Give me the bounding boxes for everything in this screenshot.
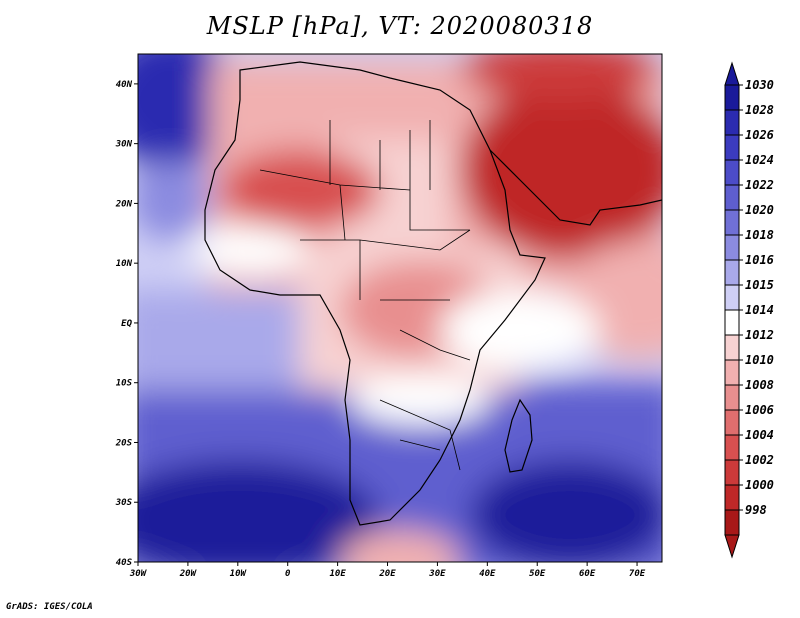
colorbar-swatch	[724, 209, 740, 236]
colorbar-swatch	[724, 109, 740, 136]
lat-tick-label: 10S	[116, 379, 133, 389]
lat-tick-label: 10N	[116, 259, 133, 269]
colorbar-label: 1030	[745, 78, 774, 92]
colorbar-swatch	[724, 459, 740, 486]
lon-tick-label: 40E	[479, 569, 496, 579]
colorbar-label: 1026	[745, 128, 774, 142]
colorbar-label: 1010	[745, 353, 774, 367]
page-title: MSLP [hPa], VT: 2020080318	[206, 12, 594, 40]
lat-tick-label: 40N	[116, 80, 133, 90]
colorbar-label: 1016	[745, 253, 774, 267]
colorbar-swatch	[724, 84, 740, 111]
colorbar-label: 1012	[745, 328, 774, 342]
map-frame	[137, 53, 663, 563]
country-borders	[259, 120, 471, 471]
lon-tick-label: 10E	[329, 569, 346, 579]
colorbar-swatch	[724, 159, 740, 186]
colorbar-label: 1018	[745, 228, 774, 242]
colorbar-swatch	[724, 309, 740, 336]
colorbar-arrow-top	[724, 61, 740, 86]
lon-tick-label: 60E	[579, 569, 596, 579]
lon-tick-label: 30W	[129, 569, 148, 579]
colorbar-label: 1020	[745, 203, 774, 217]
colorbar-swatch	[724, 234, 740, 261]
colorbar-label: 1002	[745, 453, 774, 467]
lat-tick-label: 40S	[116, 558, 133, 568]
lat-tick-label: 20S	[115, 438, 133, 448]
lon-tick-label: 20E	[378, 569, 396, 579]
colorbar-swatch	[724, 434, 740, 461]
colorbar-arrow-bottom	[724, 534, 740, 559]
colorbar: 1030 1028 1026 1024 1022 1020 1018 1016 1015 1014…	[724, 61, 774, 559]
lon-tick-label: 10W	[230, 569, 248, 579]
footer-credit: GrADS: IGES/COLA	[6, 602, 93, 612]
madagascar	[504, 398, 533, 473]
colorbar-label: 1008	[745, 378, 774, 392]
colorbar-swatch	[724, 284, 740, 311]
colorbar-label: 1004	[745, 428, 774, 442]
lon-tick-label: 0	[285, 569, 291, 579]
colorbar-label: 1024	[745, 153, 774, 167]
colorbar-label: 1014	[745, 303, 774, 317]
lat-tick-label: EQ	[121, 319, 132, 329]
pressure-field	[138, 54, 662, 562]
colorbar-label: 1015	[745, 278, 774, 292]
coastline	[204, 61, 546, 526]
lat-tick-label: 20N	[115, 199, 133, 209]
colorbar-swatch	[724, 259, 740, 286]
lon-tick-label: 70E	[629, 569, 646, 579]
lon-tick-label: 50E	[529, 569, 546, 579]
colorbar-label: 1006	[745, 403, 774, 417]
colorbar-swatch	[724, 509, 740, 536]
lon-tick-label: 20W	[179, 569, 198, 579]
colorbar-swatch	[724, 184, 740, 211]
colorbar-label: 1000	[745, 478, 774, 492]
colorbar-label: 1028	[745, 103, 774, 117]
colorbar-swatch	[724, 134, 740, 161]
colorbar-swatch	[724, 484, 740, 511]
lat-tick-label: 30S	[115, 498, 133, 508]
colorbar-label: 1022	[745, 178, 774, 192]
lon-tick-label: 30E	[428, 569, 446, 579]
colorbar-swatch	[724, 384, 740, 411]
colorbar-swatch	[724, 359, 740, 386]
colorbar-swatch	[724, 409, 740, 436]
arabia	[489, 149, 662, 226]
colorbar-label: 998	[745, 503, 767, 517]
lat-tick-label: 30N	[115, 140, 133, 150]
colorbar-swatch	[724, 334, 740, 361]
